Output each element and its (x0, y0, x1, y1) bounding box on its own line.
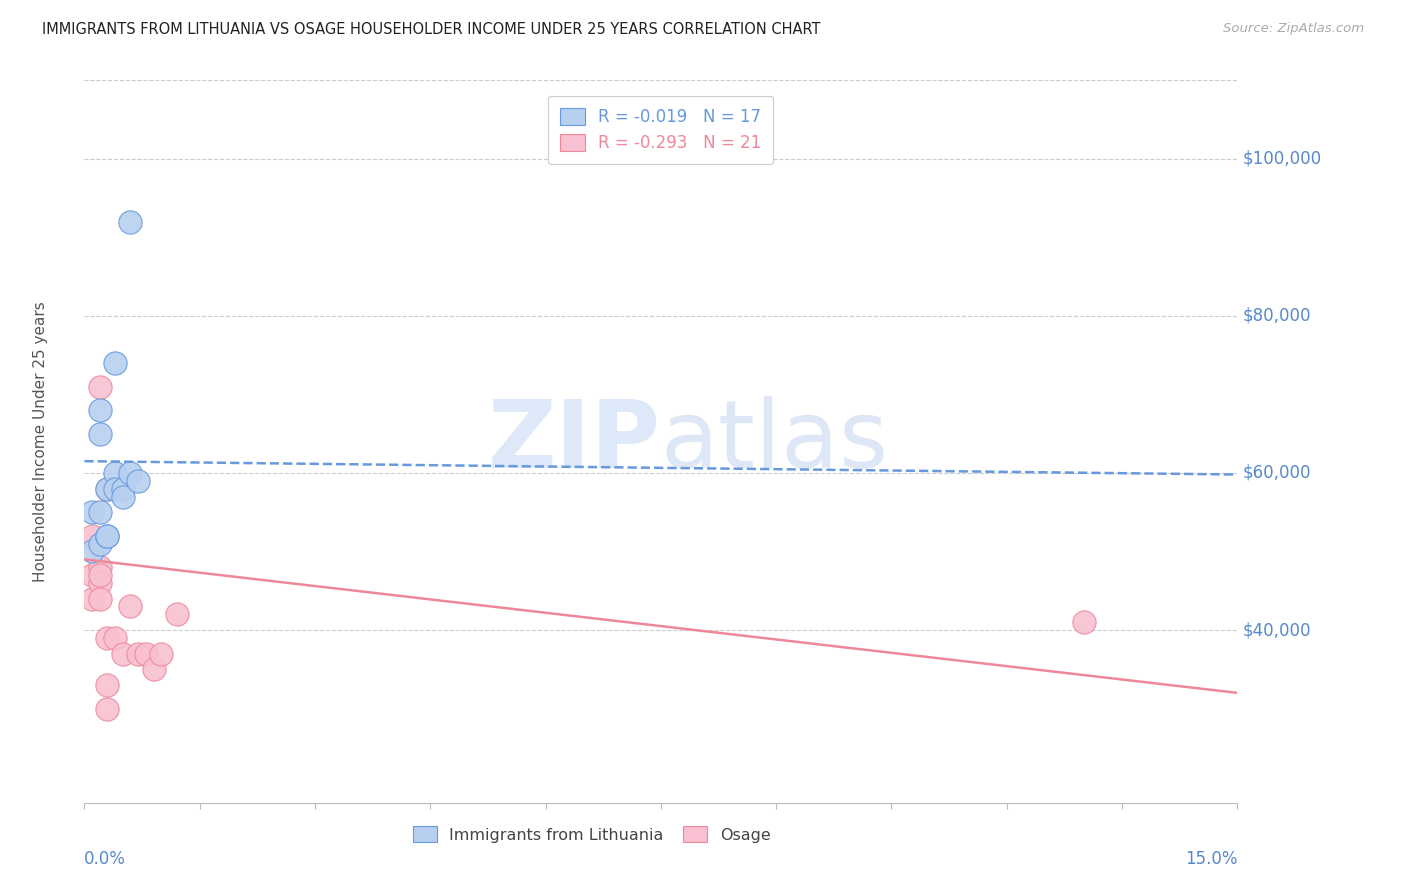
Text: atlas: atlas (661, 395, 889, 488)
Point (104, 482, 127, 496)
Point (80, 529, 103, 543)
Text: $100,000: $100,000 (1243, 150, 1322, 168)
Point (111, 647, 134, 661)
Point (96, 631, 118, 645)
Text: 0.0%: 0.0% (84, 850, 127, 868)
Point (111, 490, 134, 504)
Text: $40,000: $40,000 (1243, 621, 1312, 639)
Point (89, 568, 111, 582)
Point (127, 474, 149, 488)
Point (1073, 615, 1095, 630)
Point (96, 482, 118, 496)
Point (127, 647, 149, 661)
Point (120, 599, 142, 614)
Point (89, 591, 111, 606)
Point (89, 403, 111, 417)
Point (80, 568, 103, 582)
Point (111, 482, 134, 496)
Point (80, 505, 103, 519)
Point (89, 536, 111, 550)
Point (120, 466, 142, 480)
Point (104, 466, 127, 480)
Point (120, 214, 142, 228)
Text: Householder Income Under 25 years: Householder Income Under 25 years (34, 301, 48, 582)
Point (96, 529, 118, 543)
Text: $80,000: $80,000 (1243, 307, 1312, 325)
Point (96, 482, 118, 496)
Text: ZIP: ZIP (488, 395, 661, 488)
Point (80, 591, 103, 606)
Point (96, 529, 118, 543)
Point (89, 379, 111, 393)
Point (104, 356, 127, 370)
Point (166, 607, 188, 622)
Point (96, 701, 118, 715)
Point (89, 505, 111, 519)
Text: 15.0%: 15.0% (1185, 850, 1237, 868)
Point (89, 426, 111, 441)
Point (104, 631, 127, 645)
Point (135, 647, 157, 661)
Point (89, 560, 111, 574)
Point (150, 647, 173, 661)
Point (96, 678, 118, 692)
Point (80, 544, 103, 558)
Point (142, 662, 165, 676)
Point (89, 575, 111, 590)
Text: $60,000: $60,000 (1243, 464, 1312, 482)
Text: Source: ZipAtlas.com: Source: ZipAtlas.com (1223, 22, 1364, 36)
Legend: Immigrants from Lithuania, Osage: Immigrants from Lithuania, Osage (406, 820, 778, 849)
Text: IMMIGRANTS FROM LITHUANIA VS OSAGE HOUSEHOLDER INCOME UNDER 25 YEARS CORRELATION: IMMIGRANTS FROM LITHUANIA VS OSAGE HOUSE… (42, 22, 821, 37)
